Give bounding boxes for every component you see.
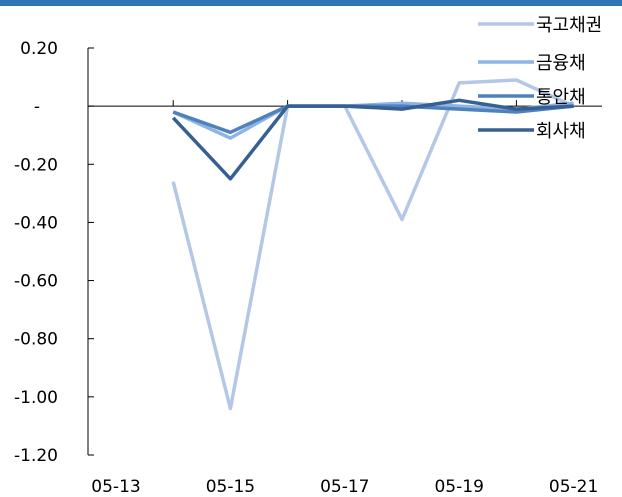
x-tick-label: 05-21 [549,477,598,497]
y-tick-label: -0.20 [14,155,58,175]
y-tick-label: -0.40 [14,213,58,233]
x-tick-label: 05-13 [91,477,140,497]
y-tick-label: -1.00 [14,388,58,408]
x-tick-label: 05-19 [434,477,483,497]
top-accent-bar [0,0,622,6]
y-tick-label: - [34,97,40,117]
y-tick-label: 0.20 [20,39,58,59]
y-tick-label: -1.20 [14,446,58,466]
y-tick-label: -0.80 [14,330,58,350]
legend-label: 국고채권 [536,15,602,36]
series-layer [171,78,575,411]
series-line-4 [171,98,574,181]
y-tick-label: -0.60 [14,272,58,292]
x-tick-label: 05-15 [206,477,255,497]
axes: 0.20 - -0.20 -0.40 -0.60 -0.80 -1.00 -1.20 05-13… [14,39,602,497]
series-line-1 [171,78,575,411]
legend-label: 금융채 [536,53,586,74]
legend-label: 통안채 [536,87,586,108]
x-tick-label: 05-17 [320,477,369,497]
legend-label: 회사채 [536,121,586,142]
